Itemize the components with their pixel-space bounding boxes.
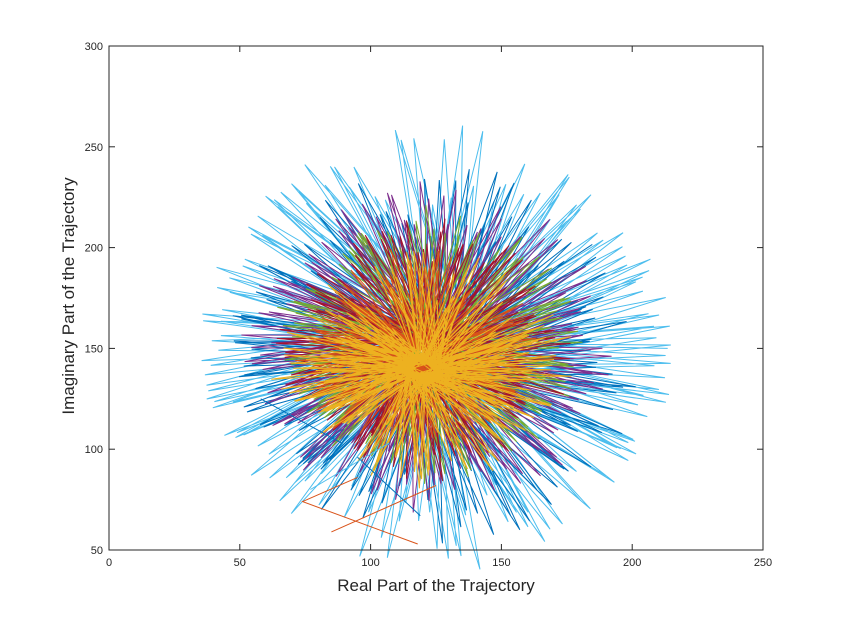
y-tick-label-100: 100: [85, 444, 103, 456]
trajectory-outlier-1: [301, 476, 418, 545]
trajectory-series-7: [271, 250, 572, 489]
trajectory-outlier-3: [357, 456, 421, 517]
x-tick-label-50: 50: [234, 557, 246, 569]
x-tick-label-150: 150: [492, 557, 510, 569]
axes-box: [108, 45, 764, 551]
trajectory-outlier-5: [310, 442, 390, 490]
x-tick-label-200: 200: [623, 557, 641, 569]
y-tick-label-300: 300: [85, 41, 103, 53]
x-axis-label: Real Part of the Trajectory: [337, 576, 535, 595]
x-tick-label-0: 0: [106, 557, 112, 569]
y-axis-label: Imaginary Part of the Trajectory: [59, 177, 78, 415]
y-tick-label-250: 250: [85, 142, 103, 154]
trajectory-lines: [201, 125, 671, 570]
x-tick-label-250: 250: [754, 557, 772, 569]
trajectory-outlier-4: [260, 398, 343, 444]
y-tick-label-50: 50: [91, 545, 103, 557]
x-tick-label-100: 100: [361, 557, 379, 569]
y-tick-label-150: 150: [85, 343, 103, 355]
y-tick-label-200: 200: [85, 243, 103, 255]
trajectory-outlier-2: [331, 485, 437, 533]
